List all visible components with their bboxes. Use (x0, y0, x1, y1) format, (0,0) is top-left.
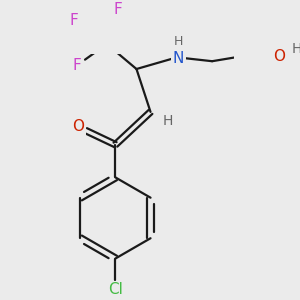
Text: F: F (73, 58, 82, 74)
Text: H: H (291, 42, 300, 56)
Text: N: N (173, 51, 184, 66)
Text: F: F (70, 13, 79, 28)
Text: O: O (273, 49, 285, 64)
Text: F: F (113, 2, 122, 17)
Text: H: H (163, 114, 173, 128)
Text: O: O (72, 119, 84, 134)
Text: H: H (174, 35, 183, 48)
Text: Cl: Cl (108, 282, 123, 297)
